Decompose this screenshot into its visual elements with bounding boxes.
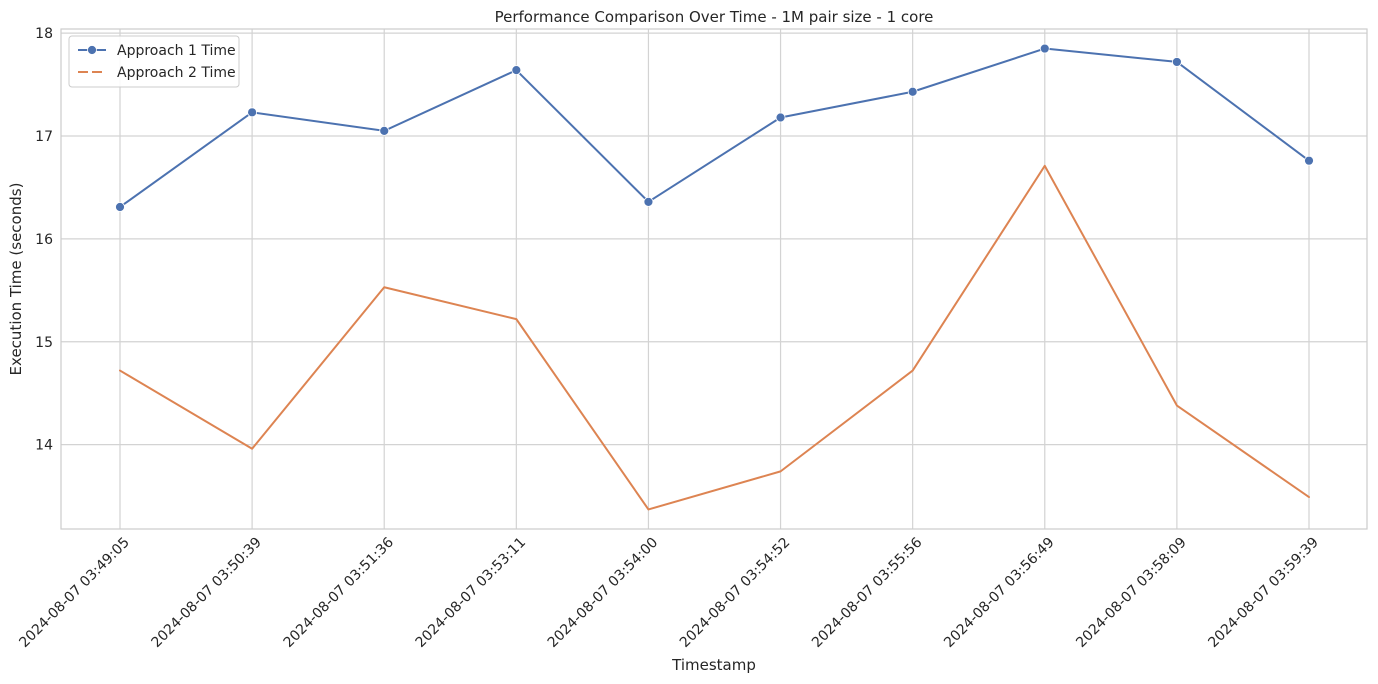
legend: Approach 1 Time Approach 2 Time <box>68 35 240 88</box>
y-tick-labels: 14 15 16 17 18 <box>35 26 53 454</box>
y-tick-label: 14 <box>35 438 53 454</box>
series-1-point <box>1039 43 1050 54</box>
series-1-point <box>775 112 786 123</box>
series-1-point <box>1304 155 1314 166</box>
x-tick-label: 2024-08-07 03:54:52 <box>677 535 793 651</box>
x-tick-label: 2024-08-07 03:50:39 <box>148 535 264 651</box>
x-tick-label: 2024-08-07 03:53:11 <box>413 535 529 651</box>
y-tick-label: 18 <box>35 26 53 42</box>
series-1-point <box>907 86 918 97</box>
x-tick-label: 2024-08-07 03:58:09 <box>1073 535 1189 651</box>
legend-entry-series-1: Approach 1 Time <box>78 43 236 59</box>
y-tick-label: 17 <box>35 129 53 145</box>
x-tick-labels: 2024-08-07 03:49:05 2024-08-07 03:50:39 20… <box>16 534 1321 651</box>
legend-label-series-2: Approach 2 Time <box>117 65 236 81</box>
y-tick-label: 15 <box>35 335 53 351</box>
y-axis-title: Execution Time (seconds) <box>7 183 25 376</box>
legend-entry-series-2: Approach 2 Time <box>78 65 236 81</box>
series-1-point <box>379 125 390 136</box>
plot-area-frame <box>60 28 1368 530</box>
series-layer <box>115 43 1314 511</box>
legend-marker-series-1 <box>87 45 97 55</box>
y-tick-label: 16 <box>35 232 53 248</box>
x-axis-title: Timestamp <box>671 656 756 674</box>
series-line-1 <box>119 47 1310 208</box>
x-tick-label: 2024-08-07 03:51:36 <box>281 534 398 651</box>
series-1-point <box>247 107 258 118</box>
grid-lines <box>61 29 1367 529</box>
legend-box <box>68 35 240 88</box>
series-1-point <box>643 196 654 207</box>
legend-label-series-1: Approach 1 Time <box>117 43 236 59</box>
x-tick-label: 2024-08-07 03:56:49 <box>941 535 1057 651</box>
chart-title: Performance Comparison Over Time - 1M pa… <box>495 8 934 26</box>
series-1-point <box>1171 57 1182 67</box>
x-tick-label: 2024-08-07 03:54:00 <box>545 535 661 651</box>
series-1-point <box>115 202 125 212</box>
x-tick-label: 2024-08-07 03:49:05 <box>16 535 132 651</box>
series-1-point <box>511 65 522 76</box>
x-tick-label: 2024-08-07 03:59:39 <box>1205 535 1321 651</box>
x-tick-label: 2024-08-07 03:55:56 <box>809 534 926 651</box>
series-line-2 <box>119 164 1310 511</box>
